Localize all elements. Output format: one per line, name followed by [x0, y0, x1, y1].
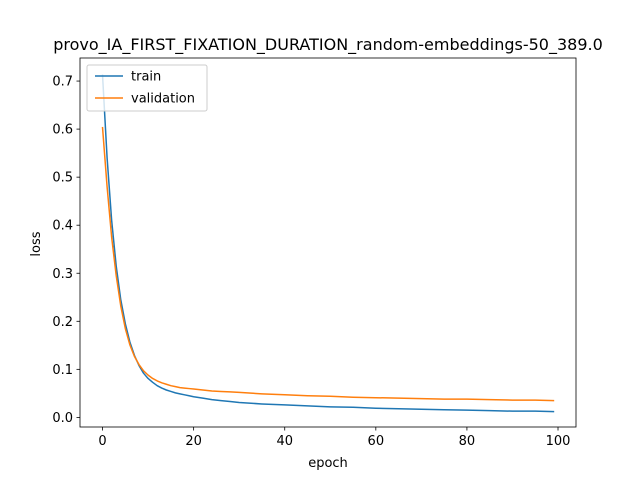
x-tick-label: 40 — [276, 434, 293, 449]
legend-label-train: train — [131, 70, 161, 85]
x-axis-label: epoch — [308, 456, 348, 471]
y-tick-label: 0.6 — [52, 123, 73, 138]
plot-area: 0 20 40 60 80 100 0.0 0.1 0.2 0.3 0.4 0.5 0.6 0.7 trai… — [52, 57, 577, 449]
legend-label-validation: validation — [131, 92, 195, 107]
axes-frame — [79, 57, 577, 428]
x-tick-label: 80 — [459, 434, 476, 449]
y-axis-label: loss — [29, 231, 44, 256]
x-tick-label: 0 — [98, 434, 106, 449]
chart-title: provo_IA_FIRST_FIXATION_DURATION_random-… — [53, 35, 603, 55]
y-tick-label: 0.7 — [52, 75, 73, 90]
y-tick-label: 0.0 — [52, 411, 73, 426]
y-tick-label: 0.4 — [52, 219, 73, 234]
x-tick-label: 20 — [185, 434, 202, 449]
y-tick-label: 0.5 — [52, 171, 73, 186]
x-tick-label: 100 — [546, 434, 571, 449]
x-tick-label: 60 — [368, 434, 385, 449]
y-tick-label: 0.3 — [52, 267, 73, 282]
series-line-validation — [101, 126, 555, 402]
y-tick-label: 0.1 — [52, 363, 73, 378]
y-tick-label: 0.2 — [52, 315, 73, 330]
